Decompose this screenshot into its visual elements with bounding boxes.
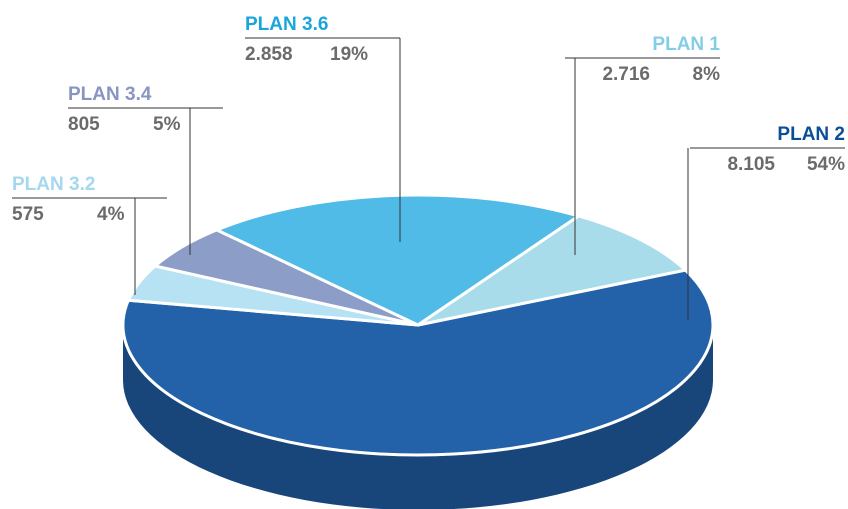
value-label: 4% xyxy=(97,204,125,225)
count-label: 8.105 xyxy=(727,154,775,175)
value-label: 5% xyxy=(153,114,181,135)
slice xyxy=(213,193,583,327)
count-label: 575 xyxy=(12,204,44,225)
value-label: 54% xyxy=(807,154,845,175)
slice xyxy=(121,268,715,457)
slice-label: PLAN 1 xyxy=(652,34,720,55)
value-label: 8% xyxy=(693,64,721,85)
slice xyxy=(417,214,689,327)
slice-label: PLAN 3.4 xyxy=(68,84,152,105)
slice-label: PLAN 2 xyxy=(777,124,845,145)
slice-side xyxy=(123,325,713,509)
value-label: 19% xyxy=(330,44,368,65)
count-label: 2.716 xyxy=(602,64,650,85)
slice-label: PLAN 3.2 xyxy=(12,174,95,195)
count-label: 805 xyxy=(68,114,100,135)
slice-label: PLAN 3.6 xyxy=(245,14,328,35)
count-label: 2.858 xyxy=(245,44,293,65)
